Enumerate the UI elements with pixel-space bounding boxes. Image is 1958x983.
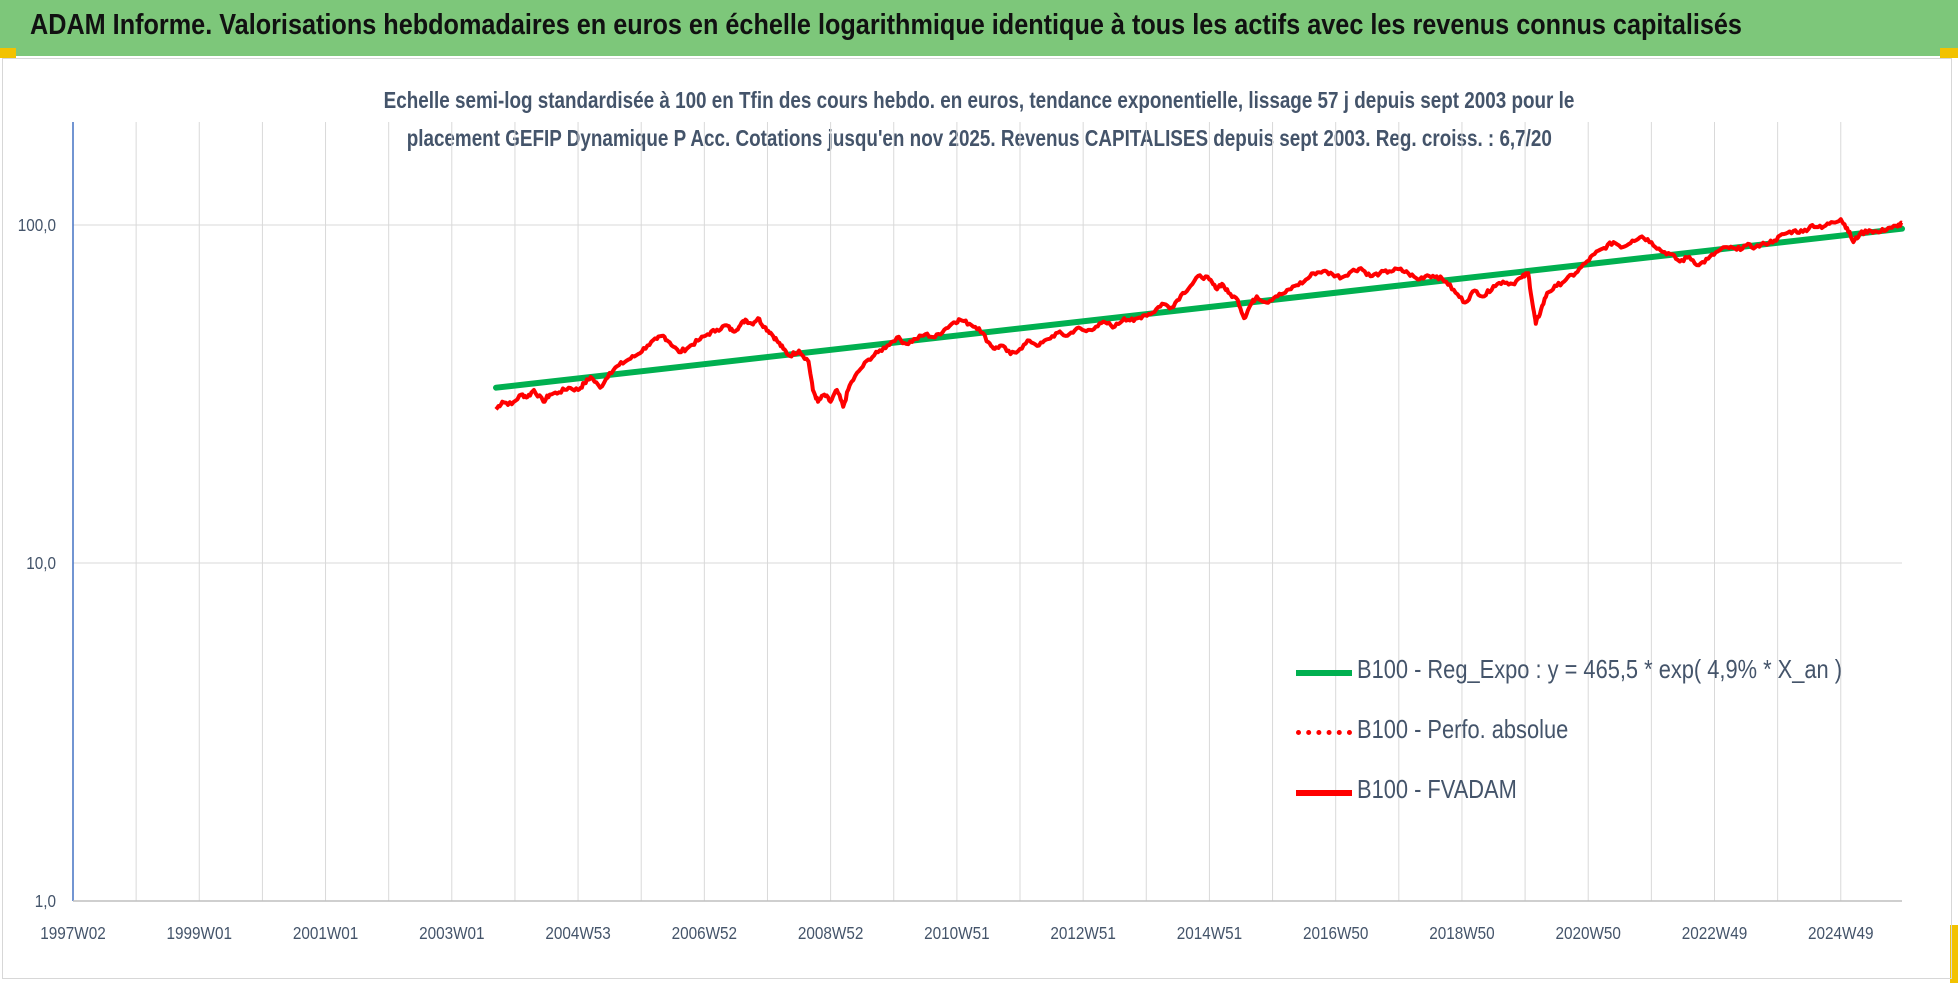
x-tick-label: 2008W52 [798, 923, 863, 943]
corner-mark-top-right [1940, 48, 1958, 58]
x-tick-label: 2018W50 [1429, 923, 1494, 943]
x-tick-label: 2001W01 [293, 923, 358, 943]
x-tick-label: 1999W01 [167, 923, 232, 943]
chart-subtitle-line-1: Echelle semi-log standardisée à 100 en T… [0, 87, 1958, 114]
legend-swatch-perf [1296, 730, 1352, 735]
y-tick-label: 100,0 [18, 215, 56, 235]
x-tick-label: 2010W51 [924, 923, 989, 943]
x-tick-label: 2003W01 [419, 923, 484, 943]
legend-swatch-regression [1296, 670, 1352, 676]
chart-frame [2, 58, 1952, 979]
x-tick-label: 2004W53 [545, 923, 610, 943]
legend-item-regression: B100 - Reg_Expo : y = 465,5 * exp( 4,9% … [1290, 652, 1890, 692]
chart-subtitle-line-2: placement GEFIP Dynamique P Acc. Cotatio… [0, 125, 1958, 152]
x-tick-label: 2016W50 [1303, 923, 1368, 943]
x-tick-label: 2024W49 [1808, 923, 1873, 943]
legend-label-fvadam: B100 - FVADAM [1357, 774, 1517, 804]
x-tick-label: 1997W02 [40, 923, 105, 943]
series-line-fvadam [494, 217, 1904, 411]
x-tick-label: 2014W51 [1177, 923, 1242, 943]
series-line-regression [493, 225, 1905, 391]
x-tick-label: 2022W49 [1682, 923, 1747, 943]
chart-subtitle-text-2: placement GEFIP Dynamique P Acc. Cotatio… [406, 125, 1552, 151]
corner-mark-top-left [0, 48, 16, 58]
legend-swatch-fvadam [1296, 790, 1352, 796]
title-banner: ADAM Informe. Valorisations hebdomadaire… [0, 0, 1958, 56]
x-tick-label: 2012W51 [1050, 923, 1115, 943]
legend-label-perf: B100 - Perfo. absolue [1357, 714, 1569, 744]
legend-label-regression: B100 - Reg_Expo : y = 465,5 * exp( 4,9% … [1357, 654, 1843, 684]
chart-subtitle-text-1: Echelle semi-log standardisée à 100 en T… [383, 87, 1575, 113]
y-tick-label: 10,0 [26, 553, 56, 573]
legend-item-fvadam: B100 - FVADAM [1290, 772, 1890, 812]
x-tick-label: 2020W50 [1556, 923, 1621, 943]
x-tick-label: 2006W52 [672, 923, 737, 943]
y-tick-label: 1,0 [35, 891, 56, 911]
legend-item-perf: B100 - Perfo. absolue [1290, 712, 1890, 752]
corner-mark-bottom-right [1950, 925, 1958, 983]
banner-title: ADAM Informe. Valorisations hebdomadaire… [30, 9, 1742, 41]
